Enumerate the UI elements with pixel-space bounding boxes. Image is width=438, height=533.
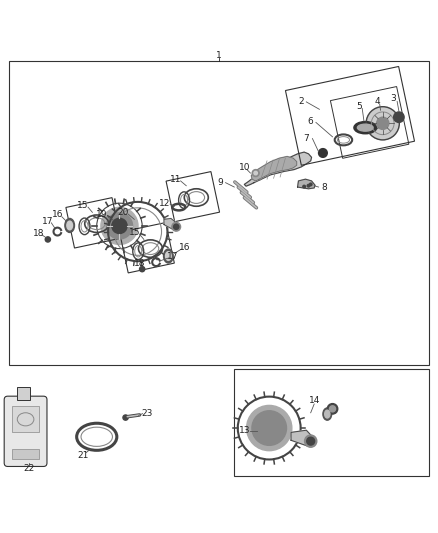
Text: 23: 23 — [141, 409, 153, 418]
Circle shape — [327, 403, 338, 414]
Ellipse shape — [67, 221, 73, 230]
Ellipse shape — [323, 408, 332, 420]
Text: 16: 16 — [52, 211, 63, 220]
Ellipse shape — [166, 252, 171, 261]
Text: 4: 4 — [374, 98, 380, 107]
Text: 3: 3 — [391, 94, 396, 103]
Bar — [12, 449, 39, 458]
Circle shape — [309, 183, 312, 185]
Polygon shape — [251, 157, 297, 181]
Text: 7: 7 — [304, 134, 309, 143]
Ellipse shape — [354, 122, 377, 134]
Bar — [12, 406, 39, 432]
Circle shape — [106, 213, 133, 239]
Circle shape — [254, 171, 258, 175]
Ellipse shape — [325, 410, 330, 418]
Circle shape — [123, 415, 128, 420]
Circle shape — [247, 406, 292, 451]
Text: 15: 15 — [129, 228, 141, 237]
Circle shape — [252, 411, 286, 446]
Text: 17: 17 — [42, 216, 53, 225]
Circle shape — [318, 149, 327, 157]
Text: 1: 1 — [216, 51, 222, 60]
Ellipse shape — [163, 249, 173, 263]
Circle shape — [304, 435, 317, 447]
Circle shape — [252, 169, 259, 176]
Circle shape — [45, 237, 50, 242]
Polygon shape — [297, 179, 315, 189]
Text: 18: 18 — [134, 259, 145, 268]
Text: 12: 12 — [159, 199, 170, 208]
Text: 13: 13 — [239, 426, 250, 435]
Text: 17: 17 — [167, 252, 178, 261]
Circle shape — [101, 207, 138, 245]
Text: 9: 9 — [217, 178, 223, 187]
Circle shape — [307, 437, 314, 445]
Text: 5: 5 — [356, 102, 362, 111]
Text: 14: 14 — [308, 397, 320, 406]
Circle shape — [112, 218, 127, 233]
Bar — [10, 61, 428, 365]
Circle shape — [366, 107, 399, 140]
Ellipse shape — [357, 124, 373, 131]
Circle shape — [303, 185, 305, 188]
Text: 20: 20 — [117, 208, 129, 217]
Circle shape — [329, 406, 336, 412]
Text: 15: 15 — [77, 201, 88, 210]
Circle shape — [173, 224, 179, 229]
Circle shape — [307, 184, 310, 187]
Text: 2: 2 — [298, 98, 304, 107]
Polygon shape — [291, 430, 312, 446]
FancyBboxPatch shape — [4, 396, 47, 466]
Circle shape — [140, 266, 145, 272]
Text: 10: 10 — [239, 163, 250, 172]
FancyBboxPatch shape — [17, 387, 30, 400]
Text: 11: 11 — [170, 175, 181, 184]
Circle shape — [377, 117, 389, 130]
Bar — [234, 369, 428, 476]
Polygon shape — [164, 219, 178, 231]
Text: 19: 19 — [96, 211, 108, 220]
Text: 18: 18 — [32, 229, 44, 238]
Polygon shape — [244, 152, 311, 186]
Text: 22: 22 — [24, 464, 35, 473]
Ellipse shape — [65, 219, 74, 232]
Text: 8: 8 — [321, 182, 327, 191]
Text: 21: 21 — [77, 450, 88, 459]
Text: 16: 16 — [179, 243, 191, 252]
Text: 6: 6 — [308, 117, 314, 126]
Circle shape — [172, 222, 180, 231]
Circle shape — [394, 112, 404, 123]
